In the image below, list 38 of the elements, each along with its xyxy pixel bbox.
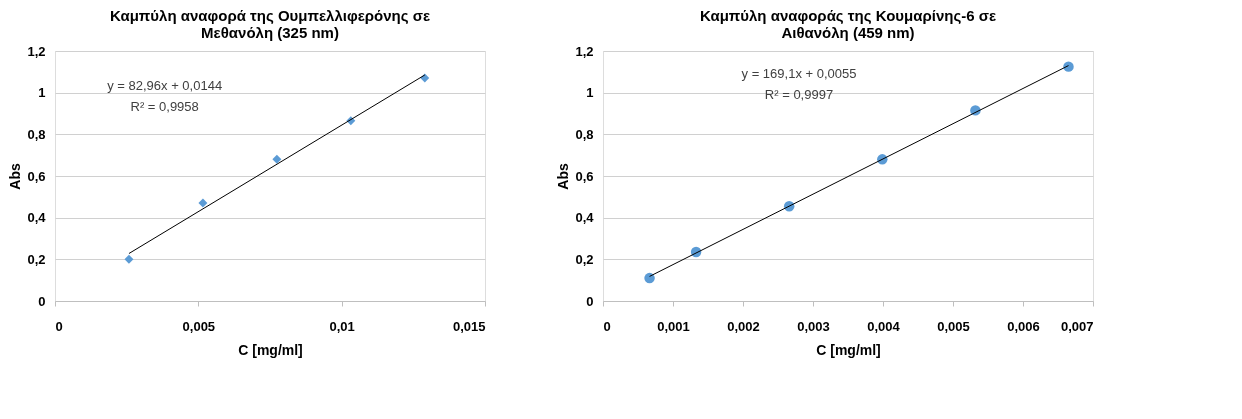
annotation: R² = 0,9958 (130, 99, 199, 114)
y-tick-label: 0 (38, 293, 46, 309)
x-tick-label: 0,015 (452, 318, 486, 334)
x-tick-label: 0,005 (937, 318, 970, 334)
annotation: y = 169,1x + 0,0055 (741, 65, 857, 81)
x-tick-label: 0,004 (867, 318, 901, 334)
x-tick-label: 0 (55, 318, 63, 334)
y-tick-label: 0 (586, 293, 594, 309)
y-tick-label: 0,6 (575, 168, 594, 184)
annotation: R² = 0,9997 (764, 86, 834, 102)
chart-title: Καμπύλη αναφοράς της Κουμαρίνης-6 σε Αιθανόλη (459 nm) (699, 7, 997, 41)
x-tick-label: 0,002 (727, 318, 760, 334)
y-tick-label: 1,2 (575, 43, 594, 59)
y-axis-title: Abs (555, 163, 572, 190)
x-tick-label: 0,003 (797, 318, 830, 334)
point (644, 272, 655, 284)
y-tick-label: 1 (586, 85, 594, 101)
x-tick-label: 0,006 (1007, 318, 1040, 334)
y-tick-label: 0,2 (575, 251, 594, 267)
y-tick-label: 0,6 (27, 168, 46, 184)
x-axis-title: C [mg/ml] (238, 341, 303, 358)
x-tick-label: 0,01 (329, 318, 355, 334)
point (1063, 61, 1074, 72)
x-axis-title: C [mg/ml] (816, 341, 881, 358)
y-tick-label: 0,4 (575, 210, 595, 226)
y-tick-label: 1 (38, 85, 46, 101)
y-tick-label: 0,8 (27, 126, 46, 142)
y-axis-title: Abs (7, 163, 24, 190)
y-tick-label: 1,2 (27, 43, 46, 59)
chart-title: Καμπύλη αναφορά της Ουμπελλιφερόνης σε Μεθανόλη (325 nm) (109, 7, 431, 41)
x-tick-label: 0 (603, 318, 611, 334)
annotation: y = 82,96x + 0,0144 (107, 78, 223, 93)
y-tick-label: 0,8 (575, 126, 594, 142)
y-tick-label: 0,4 (27, 210, 47, 226)
x-tick-label: 0,005 (182, 318, 216, 334)
y-tick-label: 0,2 (27, 251, 46, 267)
x-tick-label: 0,007 (1060, 318, 1094, 334)
x-tick-label: 0,001 (657, 318, 690, 334)
